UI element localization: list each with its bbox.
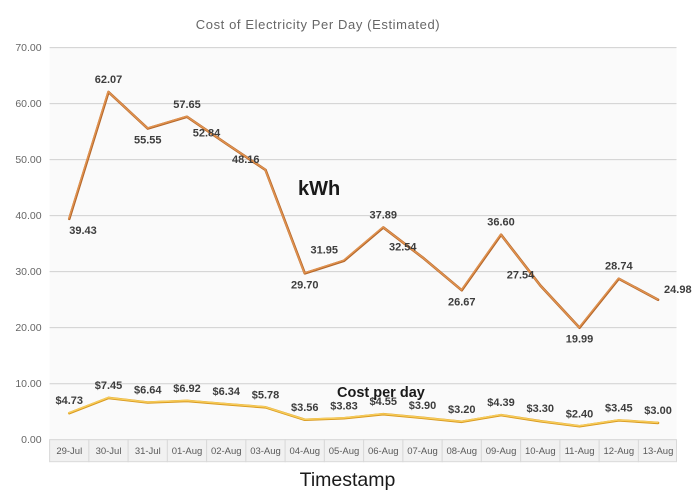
- svg-text:50.00: 50.00: [15, 154, 41, 166]
- svg-text:36.60: 36.60: [487, 217, 515, 229]
- svg-text:$4.73: $4.73: [55, 395, 83, 407]
- svg-text:40.00: 40.00: [15, 210, 41, 222]
- svg-text:kWh: kWh: [298, 178, 340, 200]
- svg-text:$2.40: $2.40: [566, 408, 594, 420]
- svg-text:$3.45: $3.45: [605, 402, 633, 414]
- svg-text:55.55: 55.55: [134, 135, 162, 147]
- svg-text:$6.64: $6.64: [134, 385, 162, 397]
- svg-text:20.00: 20.00: [15, 322, 41, 334]
- svg-text:03-Aug: 03-Aug: [250, 446, 281, 457]
- svg-text:27.54: 27.54: [507, 269, 535, 281]
- svg-text:11-Aug: 11-Aug: [565, 446, 595, 457]
- svg-text:$3.56: $3.56: [291, 402, 319, 414]
- svg-text:39.43: 39.43: [69, 225, 97, 237]
- svg-text:19.99: 19.99: [566, 334, 594, 346]
- svg-text:08-Aug: 08-Aug: [446, 446, 477, 457]
- svg-text:0.00: 0.00: [21, 434, 42, 446]
- svg-text:07-Aug: 07-Aug: [407, 446, 438, 457]
- svg-text:Cost per day: Cost per day: [337, 385, 425, 401]
- svg-text:06-Aug: 06-Aug: [368, 446, 399, 457]
- svg-text:70.00: 70.00: [15, 42, 41, 54]
- svg-text:04-Aug: 04-Aug: [289, 446, 320, 457]
- svg-text:$3.90: $3.90: [409, 400, 437, 412]
- svg-text:$3.20: $3.20: [448, 404, 476, 416]
- svg-text:30.00: 30.00: [15, 266, 41, 278]
- svg-text:24.98: 24.98: [664, 284, 692, 296]
- svg-text:13-Aug: 13-Aug: [643, 446, 674, 457]
- svg-text:10.00: 10.00: [15, 378, 41, 390]
- svg-text:31-Jul: 31-Jul: [135, 446, 161, 457]
- svg-text:$7.45: $7.45: [95, 380, 123, 392]
- svg-text:01-Aug: 01-Aug: [172, 446, 203, 457]
- svg-text:30-Jul: 30-Jul: [96, 446, 122, 457]
- svg-text:52.84: 52.84: [193, 128, 221, 140]
- svg-text:$3.00: $3.00: [644, 405, 672, 417]
- svg-text:37.89: 37.89: [370, 209, 398, 221]
- svg-text:48.16: 48.16: [232, 154, 260, 166]
- svg-text:$6.92: $6.92: [173, 383, 201, 395]
- svg-text:62.07: 62.07: [95, 74, 123, 86]
- svg-text:57.65: 57.65: [173, 99, 201, 111]
- svg-text:28.74: 28.74: [605, 261, 633, 273]
- svg-text:$6.34: $6.34: [212, 386, 240, 398]
- svg-text:29.70: 29.70: [291, 279, 319, 291]
- svg-text:32.54: 32.54: [389, 241, 417, 253]
- svg-text:31.95: 31.95: [310, 245, 338, 257]
- svg-text:05-Aug: 05-Aug: [329, 446, 360, 457]
- svg-text:02-Aug: 02-Aug: [211, 446, 242, 457]
- svg-text:29-Jul: 29-Jul: [56, 446, 82, 457]
- svg-text:$5.78: $5.78: [252, 389, 280, 401]
- svg-text:$3.83: $3.83: [330, 400, 358, 412]
- svg-text:$4.39: $4.39: [487, 397, 515, 409]
- svg-text:09-Aug: 09-Aug: [486, 446, 517, 457]
- svg-text:60.00: 60.00: [15, 98, 41, 110]
- svg-text:$3.30: $3.30: [527, 403, 555, 415]
- svg-text:10-Aug: 10-Aug: [525, 446, 556, 457]
- svg-text:12-Aug: 12-Aug: [603, 446, 634, 457]
- svg-text:26.67: 26.67: [448, 296, 476, 308]
